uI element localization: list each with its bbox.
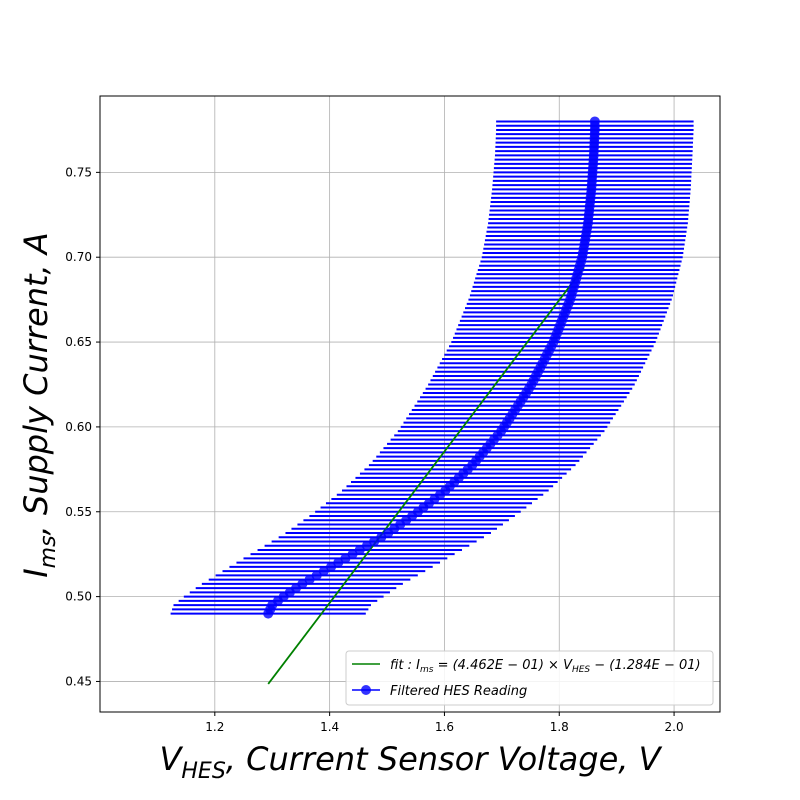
x-tick-label: 1.2: [205, 720, 224, 734]
data-points: [263, 116, 600, 619]
fit-line-group: [267, 266, 585, 685]
legend-fit-label-part: − 01): [660, 658, 701, 673]
legend-fit-label-part: E: [495, 658, 504, 673]
y-axis-label-main: I: [17, 568, 55, 577]
x-axis-label-rest: , Current Sensor Voltage, V: [226, 740, 663, 778]
x-axis-label: VHES, Current Sensor Voltage, V: [159, 740, 662, 784]
legend-box: [345, 650, 714, 706]
y-axis-label: Ims, Supply Current, A: [17, 232, 61, 578]
y-tick-label: 0.60: [65, 420, 92, 434]
data-point: [589, 116, 600, 127]
fit-line: [267, 266, 585, 685]
legend-points-swatch-marker: [361, 685, 371, 695]
y-tick-label: 0.45: [65, 674, 92, 688]
y-tick-label: 0.65: [65, 335, 92, 349]
x-tick-label: 1.4: [320, 720, 339, 734]
legend-points-label: Filtered HES Reading: [390, 684, 527, 699]
legend-fit-label: fit : Ims = (4.462E − 01) × VHES − (1.28…: [390, 658, 701, 675]
y-tick-label: 0.75: [65, 165, 92, 179]
legend-fit-label-part: fit :: [390, 658, 416, 673]
plot-frame: [99, 95, 721, 713]
legend-fit-label-part: E: [652, 658, 661, 673]
x-axis-label-main: V: [159, 740, 183, 778]
legend-fit-label-part: I: [416, 658, 420, 673]
legend-fit-label-part: = (4.462: [433, 658, 494, 673]
legend-fit-label-part: ms: [420, 665, 434, 675]
y-tick-label: 0.55: [65, 505, 92, 519]
legend-fit-label-part: − (1.284: [590, 658, 651, 673]
legend: fit : Ims = (4.462E − 01) × VHES − (1.28…: [345, 650, 714, 706]
y-axis-ticks: 0.45 0.50 0.55 0.60 0.65 0.70 0.75: [65, 165, 100, 688]
x-tick-label: 1.8: [550, 720, 569, 734]
legend-fit-label-part: − 01) ×: [503, 658, 563, 673]
legend-fit-label-part: V: [563, 658, 573, 673]
y-tick-label: 0.50: [65, 590, 92, 604]
x-axis-ticks: 1.2 1.4 1.6 1.8 2.0: [205, 712, 684, 734]
legend-fit-label-part: HES: [572, 665, 590, 675]
y-tick-label: 0.70: [65, 250, 92, 264]
x-axis-label-sub: HES: [181, 759, 225, 784]
y-axis-label-rest: , Supply Current, A: [17, 232, 55, 535]
x-tick-label: 2.0: [665, 720, 684, 734]
y-axis-label-sub: ms: [36, 535, 61, 568]
x-tick-label: 1.6: [435, 720, 454, 734]
